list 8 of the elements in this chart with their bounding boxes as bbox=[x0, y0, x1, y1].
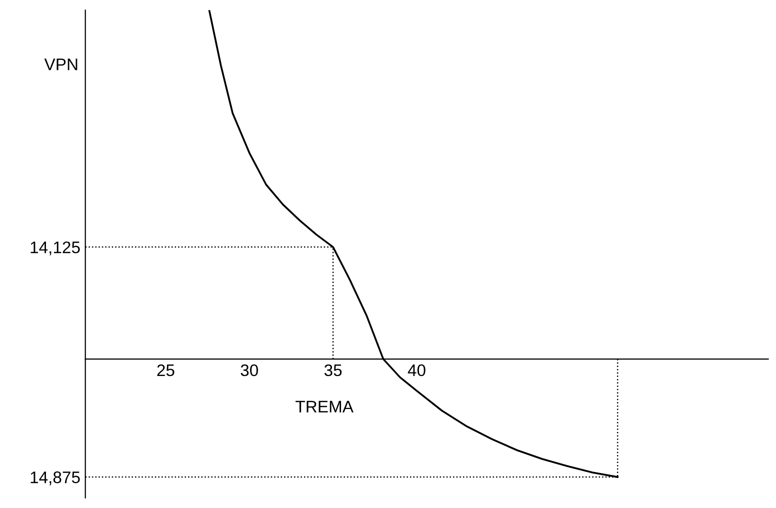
y-tick-label: 14,875 bbox=[30, 471, 80, 486]
y-tick-label: 14,125 bbox=[30, 241, 80, 256]
x-axis-title: TREMA bbox=[296, 400, 354, 412]
x-tick-label: 30 bbox=[240, 364, 258, 376]
x-tick-label: 35 bbox=[324, 364, 342, 376]
x-tick-label: 40 bbox=[408, 364, 426, 376]
y-axis-title: VPN bbox=[44, 58, 78, 70]
x-tick-label: 25 bbox=[157, 364, 174, 376]
